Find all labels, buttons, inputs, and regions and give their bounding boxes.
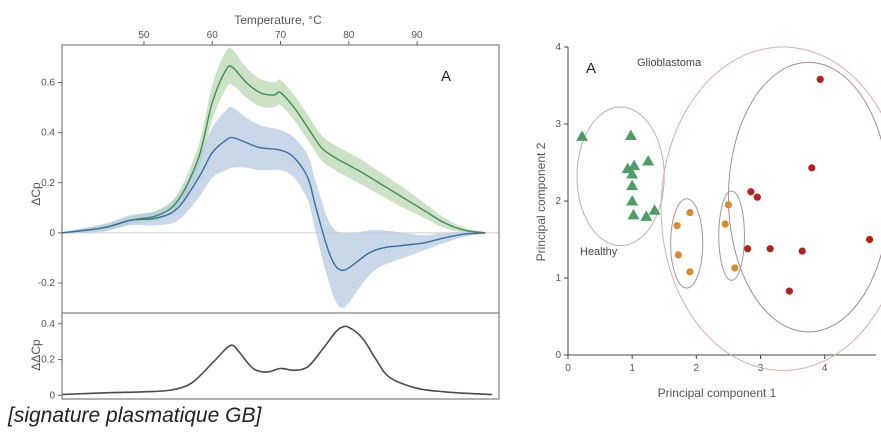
point-healthy [640,210,653,221]
y-tick-label: 2 [555,196,561,207]
point-glioblastoma [808,164,816,172]
point-healthy [628,159,641,171]
x-tick-label: 50 [138,30,150,41]
series-band-blue [62,106,486,309]
series-line-blue [61,136,486,272]
pca-y-axis-label: Principal component 2 [534,142,548,261]
point-healthy [626,195,639,206]
difference-y-axis-label: ΔΔCp [29,339,43,371]
x-tick-label: 70 [275,30,287,41]
point-cluster2 [686,208,694,217]
point-cluster2 [721,220,729,228]
x-tick-label: 80 [343,30,355,41]
point-healthy [626,179,639,191]
x-tick-label: 0 [565,363,571,374]
x-tick-label: 1 [629,363,635,374]
cluster-ellipse-gb_inner [727,61,881,333]
difference-line [61,325,493,396]
point-cluster2 [674,251,682,259]
point-healthy [627,208,640,220]
pca-panel-letter: A [586,60,596,77]
x-tick-label: 90 [412,30,424,41]
series-line-green [61,65,486,234]
figure-caption: [signature plasmatique GB] [8,404,262,427]
point-glioblastoma [816,75,824,83]
y-tick-label: 0 [49,390,55,400]
y-tick-label: 3 [555,119,561,130]
y-tick-label: 0.4 [41,128,55,139]
point-glioblastoma [747,188,755,196]
pca-x-axis-label: Principal component 1 [658,386,777,400]
thermogram-plot-area: 50 60 70 80 90 -0.2 0 0.2 0.4 0.6 [38,30,499,309]
y-tick-label: 0.4 [41,319,55,330]
y-tick-label: 0 [555,350,561,361]
thermogram-panel-letter: A [441,68,451,85]
point-cluster2 [686,268,694,276]
difference-panel: ΔΔCp 0 0.2 0.4 [29,312,500,400]
y-tick-label: 0.2 [41,355,55,366]
point-healthy [626,168,639,179]
figure: Temperature, °C ΔCp A 50 60 70 80 90 -0.2 0 0.2… [29,13,881,400]
point-glioblastoma [753,193,761,201]
x-tick-label: 60 [207,30,219,41]
point-cluster2 [724,201,733,209]
difference-plot-area: 0 0.2 0.4 [41,319,493,400]
y-tick-label: 0.2 [41,178,55,189]
series-band-green [62,47,486,234]
point-cluster2 [673,222,681,230]
point-glioblastoma [744,245,752,253]
cluster-ellipse-healthy [576,106,665,247]
y-tick-label: 4 [555,42,561,53]
point-healthy [621,162,634,174]
point-glioblastoma [766,245,774,253]
difference-frame [61,312,500,400]
pca-panel: A Principal component 1 Principal compon… [534,42,881,400]
y-tick-label: 1 [555,273,561,284]
glioblastoma-label: Glioblastoma [637,57,702,69]
point-healthy [624,129,637,141]
point-glioblastoma [785,287,793,295]
thermogram-y-axis-label: ΔCp [29,182,43,206]
x-tick-label: 4 [822,363,828,374]
cluster-ellipse-gb_outer [660,46,881,371]
cluster-ellipse-cluster2 [670,198,704,289]
point-healthy [642,154,655,166]
y-tick-label: 0.6 [41,78,55,89]
point-healthy [648,204,661,215]
y-tick-label: 0 [49,228,55,239]
point-glioblastoma [865,235,874,244]
x-tick-label: 3 [758,363,764,374]
point-glioblastoma [798,247,806,255]
point-healthy [576,130,589,141]
x-tick-label: 2 [694,363,700,374]
pca-plot-area: 0 1 2 3 4 0 1 2 3 4 [555,42,881,374]
healthy-label: Healthy [580,246,618,258]
y-tick-label: -0.2 [38,278,56,289]
cluster-ellipse-cluster2 [718,190,745,281]
thermogram-x-axis-label: Temperature, °C [234,13,322,27]
thermogram-panel: Temperature, °C ΔCp A 50 60 70 80 90 -0.2 0 0.2… [29,13,500,314]
point-cluster2 [731,264,739,272]
